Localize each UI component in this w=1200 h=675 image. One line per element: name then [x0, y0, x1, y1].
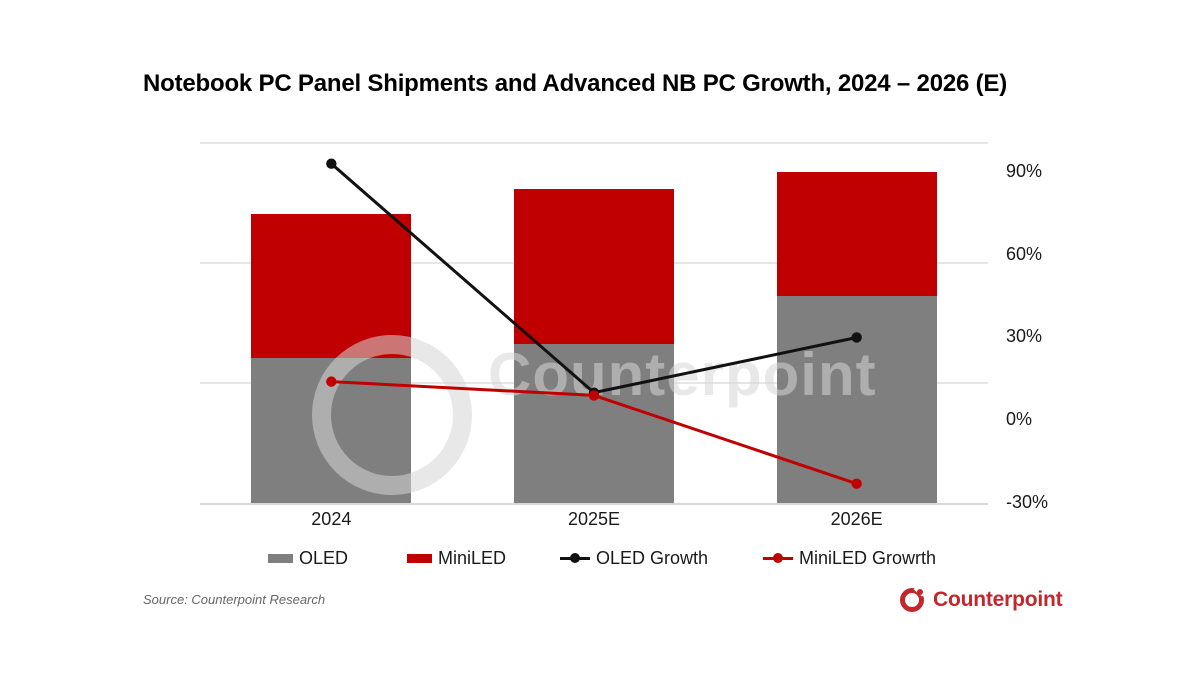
- counterpoint-logo-text: Counterpoint: [933, 588, 1063, 611]
- y2-tick-label: 60%: [1006, 243, 1043, 264]
- data-point-dot: [326, 158, 337, 169]
- gridline: [200, 142, 988, 145]
- bar-2025e-miniled: [514, 188, 674, 344]
- y2-tick-label: -30%: [1006, 492, 1049, 512]
- data-point-dot: [851, 332, 862, 343]
- source-note: Source: Counterpoint Research: [143, 592, 326, 607]
- x-axis-label: 2024: [311, 509, 352, 529]
- legend-swatch-icon: [268, 553, 293, 563]
- y2-tick-label: 0%: [1006, 409, 1033, 430]
- bar-2025e-oled: [514, 343, 674, 503]
- page-title: Notebook PC Panel Shipments and Advanced…: [143, 70, 1007, 97]
- data-point-dot: [326, 376, 337, 387]
- legend: OLED MiniLED OLED Growth MiniLED Growrth: [0, 546, 1200, 570]
- data-point-dot: [851, 478, 862, 489]
- legend-label: MiniLED: [438, 547, 507, 568]
- bar-2026e-oled: [776, 295, 937, 503]
- growth-line-oled-growth: [330, 162, 857, 395]
- x-axis-label: 2025E: [567, 509, 621, 529]
- legend-item-miniled-growrth: MiniLED Growrth: [763, 546, 936, 570]
- legend-swatch-icon: [763, 552, 793, 564]
- data-point-dot: [588, 390, 600, 401]
- x-axis-label: 2026E: [830, 509, 883, 529]
- y2-tick-label: 30%: [1006, 326, 1043, 347]
- legend-item-miniled: MiniLED: [407, 546, 506, 570]
- legend-label: OLED Growth: [596, 547, 709, 568]
- legend-label: MiniLED Growrth: [799, 547, 937, 568]
- legend-item-oled-growth: OLED Growth: [560, 546, 708, 570]
- chart-plot-area: Counterpoint 2024 2025E 2026E 90% 60% 30% 0% -3…: [200, 135, 1048, 529]
- bar-2024-miniled: [251, 214, 412, 358]
- counterpoint-logo-icon: [900, 583, 928, 612]
- counterpoint-logo: Counterpoint: [900, 583, 1063, 612]
- growth-lines-layer: [326, 158, 862, 489]
- y2-tick-label: 90%: [1006, 160, 1043, 181]
- bar-2026e-miniled: [776, 172, 937, 296]
- legend-label: OLED: [299, 547, 349, 568]
- legend-swatch-icon: [560, 552, 590, 564]
- legend-swatch-icon: [407, 553, 432, 563]
- legend-item-oled: OLED: [268, 546, 348, 570]
